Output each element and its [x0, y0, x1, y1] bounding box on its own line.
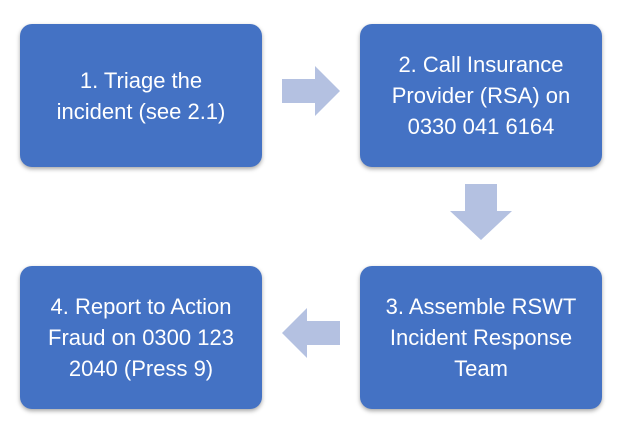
step-3-box: 3. Assemble RSWT Incident Response Team	[360, 266, 602, 409]
arrow-right-icon	[282, 66, 340, 116]
step-4-box: 4. Report to Action Fraud on 0300 123 20…	[20, 266, 262, 409]
arrow-down-icon	[450, 184, 512, 240]
step-4-label: 4. Report to Action Fraud on 0300 123 20…	[48, 294, 234, 381]
step-2-box: 2. Call Insurance Provider (RSA) on 0330…	[360, 24, 602, 167]
step-3-label: 3. Assemble RSWT Incident Response Team	[385, 294, 577, 381]
step-2-label: 2. Call Insurance Provider (RSA) on 0330…	[391, 52, 571, 139]
step-1-label: 1. Triage the incident (see 2.1)	[56, 67, 226, 124]
step-1-box: 1. Triage the incident (see 2.1)	[20, 24, 262, 167]
arrow-left-icon	[282, 308, 340, 358]
